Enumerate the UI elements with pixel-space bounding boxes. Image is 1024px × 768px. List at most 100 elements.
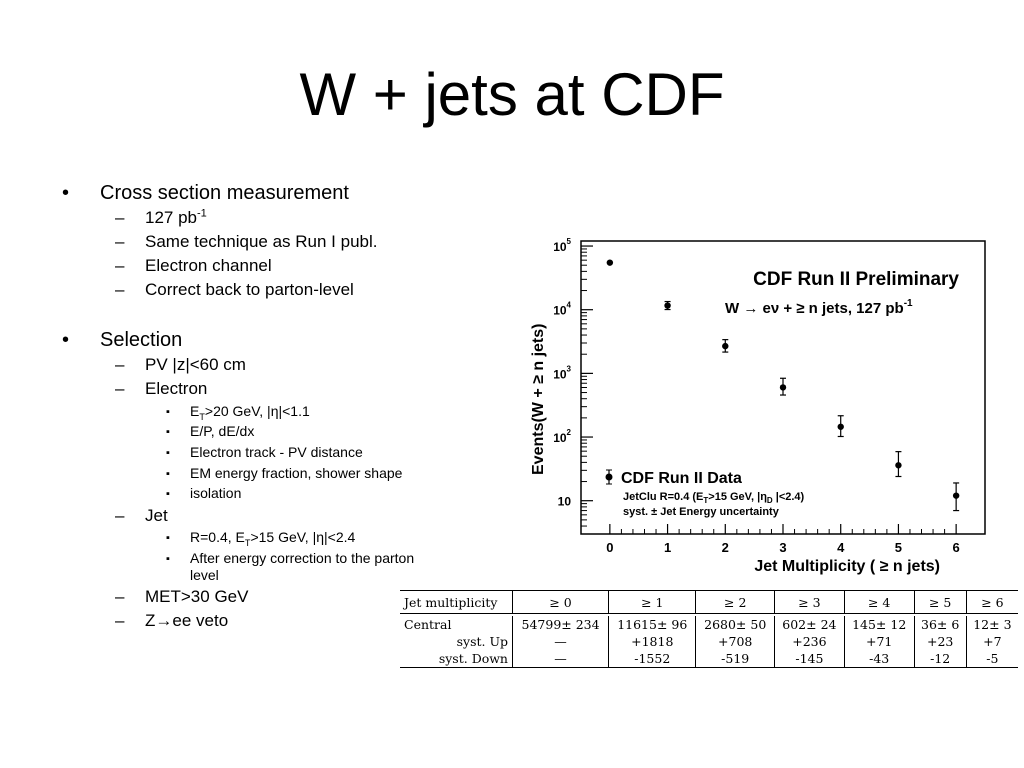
cone-a: R=0.4, E [190,529,245,545]
ep-text: E/P, dE/dx [190,423,255,439]
data-point [779,384,787,391]
y-tick-base: 10 [553,431,567,445]
correction-line-1: After energy correction to the parton [190,550,415,566]
y-tick-label: 102 [553,428,571,445]
dash-marker: – [115,256,125,275]
table-cell: +71 [843,633,915,650]
legend-line-1t: T [703,496,708,505]
table-cell: -1552 [608,650,696,668]
data-point [606,259,614,266]
x-tick-label: 2 [722,540,729,555]
slide-title: W + jets at CDF [299,61,725,128]
bullet-marker: • [62,182,70,204]
results-table: Jet multiplicity ≥ 0 ≥ 1 ≥ 2 ≥ 3 ≥ 4 ≥ 5… [400,590,1018,668]
electron-item-em: ▪ EM energy fraction, shower shape [166,465,403,482]
x-tick-label: 1 [664,540,671,555]
table-cell: 54799± 234 [511,616,609,633]
y-tick-exponent: 2 [567,428,572,437]
table-cell: 145± 12 [843,616,915,633]
y-tick-base: 10 [558,495,572,509]
sub-bullet-electron: – Electron [115,379,208,399]
table-cell: syst. Down [400,650,513,668]
dash-marker: – [115,355,125,374]
subtitle-exponent: -1 [904,298,913,309]
data-point [722,342,729,350]
square-marker: ▪ [166,447,170,459]
y-tick-exponent: 3 [567,364,572,373]
table-row: syst. Down — -1552 -519 -145 -43 -12 -5 [400,650,1018,668]
table-cell: 2680± 50 [695,616,775,633]
x-tick-label: 6 [953,540,960,555]
y-tick-exponent: 5 [567,237,572,246]
table-spacer [400,613,1018,616]
x-tick-label: 3 [779,540,786,555]
jet-multiplicity-table: Jet multiplicity ≥ 0 ≥ 1 ≥ 2 ≥ 3 ≥ 4 ≥ 5… [400,590,1018,668]
et-e: E [190,403,200,419]
electron-item-isolation: ▪ isolation [166,485,241,502]
x-tick-label: 4 [837,540,845,555]
table-cell: Central [404,617,452,632]
data-point [952,492,960,499]
header-cell: ≥ 0 [511,590,609,614]
header-cell: ≥ 4 [843,590,915,614]
y-tick-label: 104 [553,301,571,318]
dash-marker: – [115,587,125,606]
em-text: EM energy fraction, shower shape [190,465,403,481]
dash-marker: – [115,379,125,398]
bullet-text: Cross section measurement [100,182,349,204]
table-cell: — [511,633,609,650]
sub-bullet-parton-level: – Correct back to parton-level [115,280,354,300]
x-axis: 0 1 2 3 4 5 6 [606,524,960,555]
et-sub: T [199,411,205,422]
sub-bullet-lumi: – 127 pb-1 [115,207,207,228]
table-cell: syst. Up [456,634,508,649]
legend-line-1c: |<2.4) [773,491,805,503]
table-cell: -5 [965,650,1018,668]
data-point [664,302,671,309]
sub-bullet-electron-channel: – Electron channel [115,256,272,276]
header-cell: ≥ 6 [965,590,1018,614]
bullet-text: Selection [100,329,183,351]
table-cell: 36± 6 [913,616,967,633]
legend-line-1: JetClu R=0.4 (ET>15 GeV, |ηD |<2.4) [623,491,805,505]
table-cell: +23 [913,633,967,650]
table-row: syst. Up — +1818 +708 +236 +71 +23 +7 [400,633,1018,650]
table-cell: -519 [695,650,775,668]
dash-marker: – [115,208,125,227]
x-tick-label: 5 [895,540,902,555]
lumi-exponent: -1 [197,207,207,220]
met-text: MET>30 GeV [145,587,249,606]
dash-marker: – [115,280,125,299]
header-cell: Jet multiplicity [400,590,513,614]
electron-item-ep: ▪ E/P, dE/dx [166,423,255,440]
pv-text: PV |z|<60 cm [145,355,246,374]
table-cell: -12 [913,650,967,668]
sub-bullet-zveto: – Z→ee veto [115,611,229,631]
table-cell: 602± 24 [774,616,845,633]
square-marker: ▪ [166,532,170,544]
table-cell: -145 [774,650,845,668]
table-cell: +236 [774,633,845,650]
y-tick-base: 10 [553,240,567,254]
zveto-text: Z→ee veto [145,611,229,630]
chart-legend: CDF Run II Data JetClu R=0.4 (ET>15 GeV,… [605,469,805,518]
header-cell: ≥ 3 [774,590,845,614]
cone-b: >15 GeV, |η|<2.4 [250,529,356,545]
jet-item-cone: ▪ R=0.4, ET>15 GeV, |η|<2.4 [166,529,356,547]
y-tick-exponent: 4 [567,301,572,310]
electron-text: Electron [145,379,208,398]
electron-item-et: ▪ ET>20 GeV, |η|<1.1 [166,403,310,422]
jet-item-correction: ▪ After energy correction to the parton le… [166,550,415,584]
square-marker: ▪ [166,406,170,418]
table-cell: 11615± 96 [608,616,696,633]
data-points [606,259,960,512]
y-tick-label: 103 [553,364,571,381]
y-tick-label: 10 [558,495,572,509]
sub-bullet-met: – MET>30 GeV [115,587,249,607]
legend-line-1d: D [767,496,773,505]
legend-title: CDF Run II Data [621,470,742,487]
y-tick-label: 105 [553,237,571,254]
legend-line-1b: >15 GeV, |η [708,491,767,503]
square-marker: ▪ [166,468,170,480]
